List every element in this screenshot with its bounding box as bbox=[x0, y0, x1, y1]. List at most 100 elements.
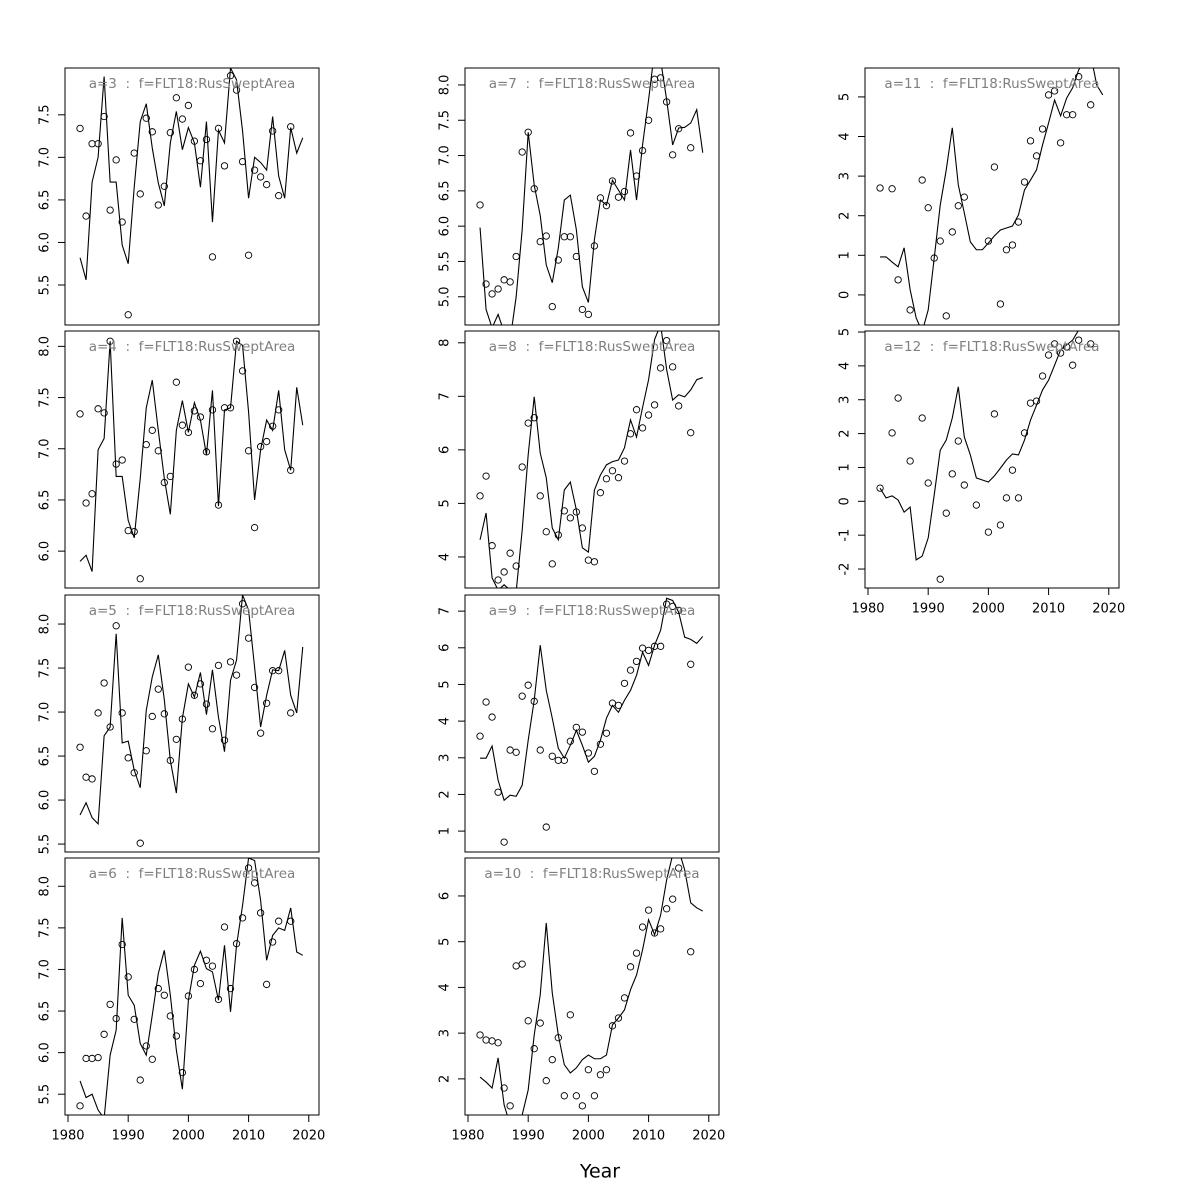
observed-point bbox=[554, 531, 562, 539]
observed-point bbox=[130, 1015, 138, 1024]
panel-title: a=8 : f=FLT18:RusSweptArea bbox=[489, 339, 696, 355]
observed-point bbox=[124, 527, 132, 535]
observed-point bbox=[518, 692, 526, 700]
observed-point bbox=[208, 253, 217, 261]
panel bbox=[76, 337, 304, 583]
observed-point bbox=[136, 1076, 144, 1084]
observed-point bbox=[82, 1054, 90, 1063]
observed-point bbox=[512, 252, 520, 261]
observed-point bbox=[632, 406, 641, 414]
fit-line bbox=[480, 597, 704, 802]
observed-point bbox=[112, 460, 120, 468]
observed-point bbox=[244, 447, 253, 455]
x-tick-label: 2010 bbox=[1032, 602, 1065, 617]
observed-point bbox=[560, 233, 568, 241]
x-tick-label: 2020 bbox=[1092, 602, 1125, 617]
observed-point bbox=[542, 232, 550, 240]
observed-point bbox=[1026, 137, 1035, 145]
x-tick-label: 1990 bbox=[112, 1129, 145, 1144]
observed-point bbox=[566, 233, 574, 241]
observed-point bbox=[644, 411, 653, 419]
observed-point bbox=[482, 1036, 490, 1044]
observed-point bbox=[275, 917, 283, 925]
observed-point bbox=[190, 965, 199, 974]
observed-point bbox=[287, 709, 295, 717]
observed-point bbox=[476, 492, 484, 500]
observed-point bbox=[506, 549, 514, 557]
panel-title: a=5 : f=FLT18:RusSweptArea bbox=[89, 603, 296, 619]
observed-point bbox=[512, 748, 520, 756]
observed-point bbox=[918, 176, 926, 184]
observed-point bbox=[214, 501, 223, 509]
observed-point bbox=[214, 661, 223, 670]
observed-point bbox=[82, 212, 90, 220]
observed-point bbox=[990, 163, 999, 171]
observed-point bbox=[524, 419, 532, 427]
observed-point bbox=[669, 363, 677, 371]
observed-point bbox=[572, 508, 581, 516]
panel-border bbox=[464, 67, 720, 326]
observed-point bbox=[1075, 336, 1083, 344]
observed-point bbox=[536, 492, 544, 500]
observed-point bbox=[100, 409, 108, 417]
y-tick-label: 3 bbox=[838, 172, 853, 180]
panel bbox=[76, 68, 304, 319]
observed-point bbox=[1002, 246, 1011, 254]
observed-point bbox=[602, 729, 611, 737]
observed-point bbox=[1002, 494, 1011, 502]
observed-point bbox=[287, 917, 295, 925]
observed-point bbox=[512, 962, 520, 970]
observed-point bbox=[488, 713, 496, 721]
observed-point bbox=[94, 1053, 102, 1062]
observed-point bbox=[1032, 152, 1041, 160]
observed-point bbox=[1020, 178, 1029, 186]
x-tick-label: 1980 bbox=[851, 602, 884, 617]
observed-point bbox=[112, 1014, 120, 1023]
y-tick-label: 7 bbox=[438, 607, 453, 615]
observed-point bbox=[482, 698, 490, 706]
y-tick-label: 6.5 bbox=[38, 190, 53, 211]
observed-point bbox=[1014, 218, 1023, 226]
observed-point bbox=[100, 112, 108, 121]
observed-point bbox=[620, 679, 629, 688]
fit-line bbox=[79, 340, 304, 572]
observed-point bbox=[500, 276, 508, 284]
observed-point bbox=[172, 735, 181, 743]
y-tick-label: 7.0 bbox=[38, 147, 53, 168]
y-tick-label: 6.0 bbox=[38, 541, 53, 562]
observed-point bbox=[687, 144, 695, 152]
observed-point bbox=[124, 311, 132, 319]
observed-point bbox=[136, 575, 144, 583]
observed-point bbox=[262, 699, 271, 707]
observed-point bbox=[494, 1039, 502, 1047]
observed-point bbox=[202, 135, 211, 144]
y-tick-label: 4 bbox=[438, 717, 453, 725]
observed-point bbox=[1075, 73, 1083, 81]
panel bbox=[876, 331, 1095, 583]
observed-point bbox=[626, 430, 635, 438]
observed-point bbox=[960, 193, 968, 201]
observed-point bbox=[262, 180, 271, 189]
observed-point bbox=[166, 756, 174, 765]
observed-point bbox=[214, 124, 223, 133]
observed-point bbox=[954, 437, 962, 445]
observed-point bbox=[178, 715, 187, 723]
observed-point bbox=[554, 256, 562, 264]
observed-point bbox=[512, 562, 520, 570]
observed-point bbox=[275, 406, 283, 414]
observed-point bbox=[118, 456, 126, 464]
observed-point bbox=[632, 657, 641, 666]
panel-border bbox=[64, 330, 320, 589]
observed-point bbox=[76, 743, 84, 751]
observed-point bbox=[118, 709, 126, 717]
observed-point bbox=[572, 1092, 581, 1100]
observed-point bbox=[226, 72, 235, 80]
observed-point bbox=[566, 514, 574, 522]
fit-line bbox=[79, 68, 304, 281]
observed-point bbox=[100, 679, 108, 687]
observed-point bbox=[614, 701, 623, 710]
observed-point bbox=[687, 429, 695, 437]
x-tick-label: 1990 bbox=[912, 602, 945, 617]
observed-point bbox=[942, 312, 950, 320]
y-tick-label: 2 bbox=[838, 212, 853, 220]
